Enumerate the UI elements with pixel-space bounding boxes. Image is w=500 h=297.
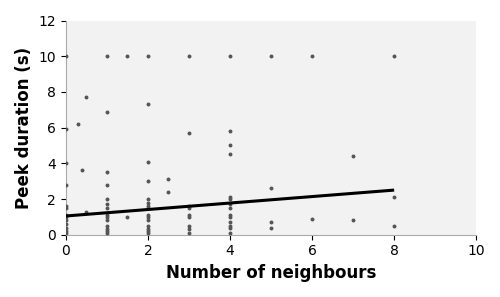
Point — [267, 225, 275, 230]
Point — [74, 122, 82, 127]
Point — [144, 223, 152, 228]
Point — [226, 214, 234, 219]
Point — [144, 229, 152, 233]
Point — [144, 159, 152, 164]
Point — [62, 182, 70, 187]
Point — [144, 200, 152, 205]
Point — [390, 54, 398, 59]
Point — [62, 127, 70, 132]
Point — [349, 154, 357, 159]
Point — [144, 227, 152, 232]
Point — [62, 204, 70, 208]
Point — [144, 54, 152, 59]
Point — [103, 229, 111, 233]
Point — [62, 161, 70, 166]
Point — [226, 230, 234, 235]
Point — [226, 54, 234, 59]
Point — [144, 230, 152, 235]
Point — [349, 218, 357, 223]
Point — [82, 95, 90, 99]
Point — [103, 182, 111, 187]
Point — [124, 214, 132, 219]
Point — [144, 102, 152, 107]
Point — [226, 220, 234, 225]
Point — [226, 143, 234, 148]
Point — [185, 223, 193, 228]
Point — [164, 189, 172, 194]
Point — [308, 54, 316, 59]
Point — [103, 223, 111, 228]
Point — [144, 206, 152, 210]
Point — [62, 218, 70, 223]
Point — [62, 214, 70, 219]
Y-axis label: Peek duration (s): Peek duration (s) — [15, 47, 33, 209]
Point — [226, 213, 234, 217]
Point — [267, 54, 275, 59]
Point — [103, 214, 111, 219]
Point — [267, 220, 275, 225]
Point — [164, 177, 172, 182]
Point — [185, 227, 193, 232]
Point — [185, 131, 193, 135]
Point — [103, 213, 111, 217]
Point — [62, 213, 70, 217]
Point — [62, 229, 70, 233]
Point — [185, 204, 193, 208]
Point — [103, 197, 111, 201]
Point — [267, 186, 275, 191]
Point — [144, 213, 152, 217]
Point — [226, 225, 234, 230]
Point — [62, 206, 70, 210]
Point — [144, 197, 152, 201]
Point — [144, 214, 152, 219]
Point — [103, 227, 111, 232]
Point — [78, 168, 86, 173]
Point — [144, 218, 152, 223]
Point — [185, 214, 193, 219]
Point — [103, 218, 111, 223]
Point — [82, 209, 90, 214]
Point — [185, 213, 193, 217]
Point — [185, 230, 193, 235]
Point — [185, 206, 193, 210]
Point — [226, 206, 234, 210]
Point — [144, 179, 152, 184]
Point — [62, 225, 70, 230]
Point — [226, 129, 234, 134]
Point — [226, 223, 234, 228]
X-axis label: Number of neighbours: Number of neighbours — [166, 264, 376, 282]
Point — [308, 216, 316, 221]
Point — [103, 230, 111, 235]
Point — [226, 152, 234, 157]
Point — [226, 195, 234, 200]
Point — [185, 54, 193, 59]
Point — [103, 206, 111, 210]
Point — [103, 109, 111, 114]
Point — [103, 170, 111, 175]
Point — [62, 230, 70, 235]
Point — [390, 223, 398, 228]
Point — [103, 54, 111, 59]
Point — [62, 54, 70, 59]
Point — [226, 197, 234, 201]
Point — [144, 204, 152, 208]
Point — [103, 202, 111, 207]
Point — [124, 54, 132, 59]
Point — [390, 195, 398, 200]
Point — [62, 222, 70, 226]
Point — [226, 202, 234, 207]
